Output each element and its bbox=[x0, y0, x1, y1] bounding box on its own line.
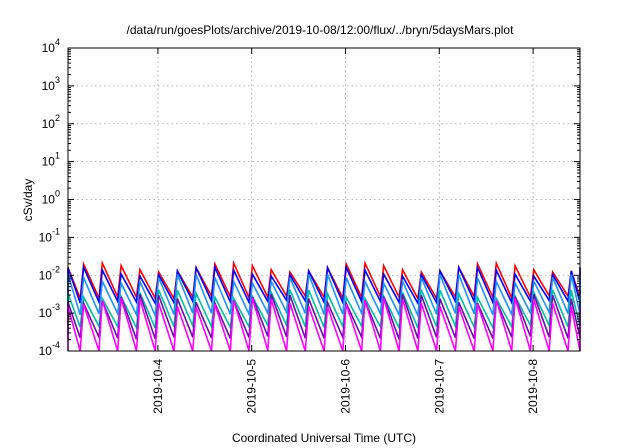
x-tick-label: 2019-10-6 bbox=[338, 359, 352, 414]
y-tick-label: 10-2 bbox=[39, 264, 60, 282]
y-tick-label: 102 bbox=[42, 113, 60, 131]
x-tick-label: 2019-10-8 bbox=[526, 359, 540, 414]
series-layer bbox=[67, 260, 581, 352]
y-axis-label: cSv/day bbox=[21, 179, 35, 222]
y-tick-label: 10-4 bbox=[39, 340, 60, 358]
series-line bbox=[67, 264, 581, 306]
y-tick-label: 100 bbox=[42, 189, 60, 207]
chart-title: /data/run/goesPlots/archive/2019-10-08/1… bbox=[127, 23, 515, 37]
y-tick-label: 10-1 bbox=[39, 226, 60, 244]
series-line bbox=[67, 274, 581, 319]
series-line bbox=[67, 297, 581, 352]
series-line bbox=[67, 289, 581, 332]
y-tick-label: 103 bbox=[42, 75, 60, 93]
x-tick-label: 2019-10-5 bbox=[245, 359, 259, 414]
x-tick-label: 2019-10-7 bbox=[432, 359, 446, 414]
y-tick-label: 104 bbox=[42, 37, 60, 55]
tick-layer: 10-4 10-3 10-2 10-1 100 101 102 103 104 2019-10-4… bbox=[39, 37, 580, 414]
x-tick-label: 2019-10-4 bbox=[151, 359, 165, 414]
x-axis-label: Coordinated Universal Time (UTC) bbox=[232, 431, 416, 445]
y-tick-label: 101 bbox=[42, 151, 60, 169]
y-tick-label: 10-3 bbox=[39, 302, 60, 320]
